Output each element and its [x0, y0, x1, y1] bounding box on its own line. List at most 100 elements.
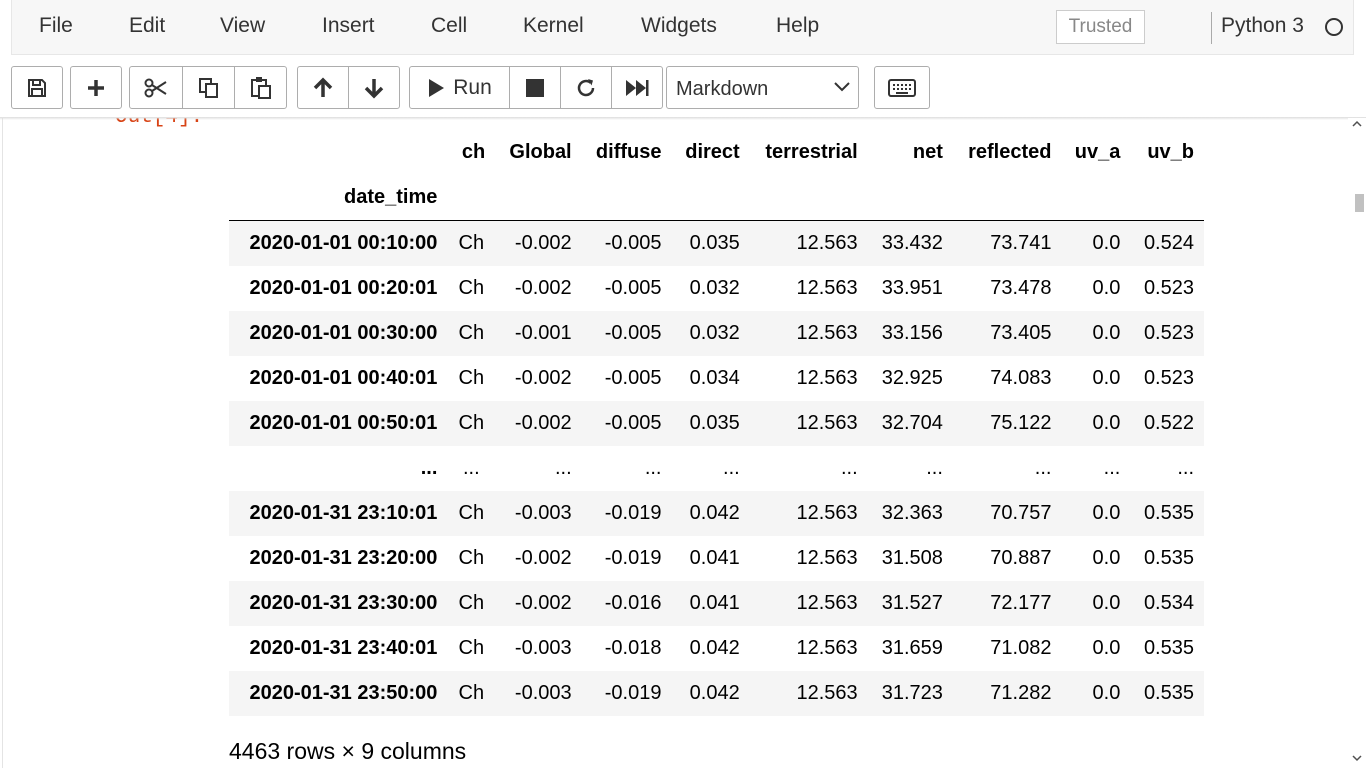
menu-cell[interactable]: Cell	[431, 14, 468, 37]
menu-kernel[interactable]: Kernel	[523, 14, 584, 37]
table-cell: -0.016	[604, 592, 662, 614]
row-index: 2020-01-31 23:50:00	[249, 682, 438, 704]
column-header-row: ch Global diffuse direct terrestrial net…	[229, 130, 1204, 175]
insert-cell-button[interactable]	[70, 66, 122, 109]
table-cell: 0.535	[1143, 502, 1194, 524]
menu-file[interactable]: File	[39, 14, 73, 37]
table-cell: 0.041	[689, 547, 740, 569]
column-header: ch	[461, 141, 486, 163]
scroll-down-arrow-icon[interactable]	[1352, 754, 1362, 762]
interrupt-button[interactable]	[509, 66, 561, 109]
table-cell: Ch	[458, 277, 485, 299]
column-header: diffuse	[595, 141, 662, 163]
keyboard-icon	[888, 78, 916, 97]
scrollbar-thumb[interactable]	[1355, 194, 1364, 212]
copy-icon	[198, 77, 218, 98]
table-cell: 31.527	[881, 592, 943, 614]
table-cell: 71.082	[990, 637, 1052, 659]
row-index: 2020-01-01 00:40:01	[249, 367, 438, 389]
table-row: 2020-01-31 23:30:00 Ch -0.002 -0.016 0.041 12…	[229, 581, 1204, 626]
column-header: direct	[685, 141, 740, 163]
column-header: net	[912, 141, 943, 163]
table-cell: -0.003	[514, 637, 572, 659]
table-cell: 0.0	[1092, 547, 1121, 569]
menubar: File Edit View Insert Cell Kernel Widget…	[11, 0, 1354, 55]
table-cell: 0.0	[1092, 367, 1121, 389]
table-row: 2020-01-31 23:50:00 Ch -0.003 -0.019 0.042 12…	[229, 671, 1204, 716]
table-cell: 0.523	[1143, 322, 1194, 344]
table-cell: 12.563	[796, 367, 858, 389]
table-cell: -0.019	[604, 547, 662, 569]
row-index: 2020-01-31 23:20:00	[249, 547, 438, 569]
menu-insert[interactable]: Insert	[322, 14, 375, 37]
arrow-down-icon	[364, 78, 384, 98]
paste-icon	[250, 76, 271, 99]
table-cell: -0.005	[604, 412, 662, 434]
output-prompt: Out[4]:	[115, 118, 203, 129]
scroll-up-arrow-icon[interactable]	[1352, 120, 1362, 128]
row-index: 2020-01-01 00:50:01	[249, 412, 438, 434]
table-cell: 31.723	[881, 682, 943, 704]
table-row: 2020-01-01 00:30:00 Ch -0.001 -0.005 0.032 12…	[229, 311, 1204, 356]
clipboard-group	[129, 66, 287, 109]
table-cell: 75.122	[990, 412, 1052, 434]
command-palette-button[interactable]	[874, 66, 930, 109]
index-name-row: date_time	[229, 175, 1204, 221]
table-cell: 12.563	[749, 220, 868, 266]
kernel-idle-icon	[1325, 18, 1343, 36]
copy-button[interactable]	[182, 66, 235, 109]
cut-icon	[144, 78, 167, 97]
paste-button[interactable]	[234, 66, 287, 109]
table-cell: 12.563	[796, 682, 858, 704]
menu-view[interactable]: View	[220, 14, 266, 37]
table-cell: 0.042	[689, 502, 740, 524]
menu-edit[interactable]: Edit	[129, 14, 166, 37]
restart-icon	[577, 78, 595, 96]
table-cell: 73.741	[952, 220, 1062, 266]
menu-widgets[interactable]: Widgets	[641, 14, 717, 37]
table-cell: 12.563	[796, 322, 858, 344]
table-cell: 0.032	[689, 277, 740, 299]
ellipsis-row: ..............................	[229, 446, 1204, 491]
keyboard-group	[874, 66, 930, 109]
vertical-scrollbar[interactable]	[1348, 118, 1366, 768]
table-row: 2020-01-31 23:40:01 Ch -0.003 -0.018 0.042 12…	[229, 626, 1204, 671]
table-cell: 0.0	[1092, 592, 1121, 614]
run-button[interactable]: Run	[409, 66, 510, 109]
table-cell: ...	[462, 457, 480, 479]
dataframe-body: 2020-01-01 00:10:00 Ch -0.002 -0.005 0.035 12…	[229, 220, 1204, 716]
table-cell: 12.563	[796, 547, 858, 569]
cell-border	[2, 118, 3, 768]
table-cell: 0.524	[1130, 220, 1204, 266]
move-down-button[interactable]	[348, 66, 400, 109]
table-cell: ...	[840, 457, 858, 479]
cut-button[interactable]	[129, 66, 183, 109]
table-cell: -0.005	[604, 367, 662, 389]
table-cell: 31.659	[881, 637, 943, 659]
row-index: 2020-01-01 00:10:00	[229, 220, 448, 266]
kernel-name[interactable]: Python 3	[1221, 14, 1304, 37]
kernel-separator	[1211, 12, 1212, 44]
table-cell: 0.535	[1143, 637, 1194, 659]
table-cell: -0.002	[514, 592, 572, 614]
move-group	[297, 66, 400, 109]
column-header: reflected	[968, 141, 1052, 163]
table-cell: ...	[723, 457, 740, 479]
save-button[interactable]	[11, 66, 63, 109]
table-cell: 12.563	[796, 592, 858, 614]
table-cell: 0.0	[1092, 682, 1121, 704]
move-up-button[interactable]	[297, 66, 349, 109]
table-cell: 33.156	[881, 322, 943, 344]
plus-icon	[88, 79, 104, 96]
restart-button[interactable]	[560, 66, 612, 109]
cell-type-value: Markdown	[676, 78, 769, 100]
table-row: 2020-01-01 00:10:00 Ch -0.002 -0.005 0.035 12…	[229, 220, 1204, 266]
cell-type-select[interactable]: Markdown	[666, 66, 859, 109]
table-cell: 70.757	[990, 502, 1052, 524]
run-all-button[interactable]	[611, 66, 663, 109]
row-index: 2020-01-31 23:30:00	[249, 592, 438, 614]
menu-help[interactable]: Help	[776, 14, 820, 37]
table-cell: -0.019	[604, 682, 662, 704]
row-index: 2020-01-01 00:20:01	[249, 277, 438, 299]
trusted-indicator[interactable]: Trusted	[1056, 10, 1145, 44]
